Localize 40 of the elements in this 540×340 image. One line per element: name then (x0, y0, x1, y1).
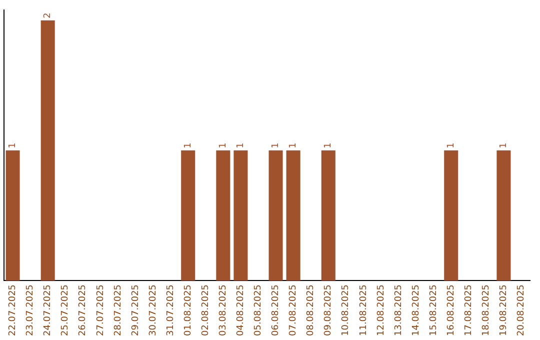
x-tick-label: 02.08.2025 (200, 284, 211, 336)
x-tick-label: 28.07.2025 (113, 284, 124, 336)
x-tick-label: 14.08.2025 (411, 284, 422, 336)
x-tick-label: 27.07.2025 (96, 284, 106, 336)
data-label: 1 (271, 142, 282, 148)
x-tick-label: 24.07.2025 (43, 284, 54, 336)
x-tick-label: 12.08.2025 (376, 284, 386, 336)
data-label: 1 (8, 142, 18, 148)
data-label: 1 (236, 142, 246, 148)
x-tick-label: 17.08.2025 (464, 284, 474, 336)
x-tick-label: 16.08.2025 (446, 284, 456, 336)
x-tick-label: 23.07.2025 (26, 284, 36, 336)
x-tick-label: 31.07.2025 (166, 284, 176, 336)
data-label: 1 (499, 142, 510, 148)
x-tick-label: 20.08.2025 (516, 284, 527, 336)
x-tick-label: 26.07.2025 (78, 284, 88, 336)
x-tick-label: 30.07.2025 (148, 284, 158, 336)
x-tick-label: 29.07.2025 (130, 284, 141, 336)
x-tick-label: 09.08.2025 (324, 284, 334, 336)
data-label: 1 (288, 142, 299, 148)
x-tick-label: 05.08.2025 (254, 284, 264, 336)
x-tick-label: 13.08.2025 (394, 284, 404, 336)
x-tick-label: 04.08.2025 (236, 284, 246, 336)
data-label: 2 (43, 12, 54, 18)
x-tick-label: 03.08.2025 (218, 284, 229, 336)
x-tick-label: 10.08.2025 (341, 284, 352, 336)
x-tick-label: 18.08.2025 (482, 284, 492, 336)
data-label: 1 (324, 142, 334, 148)
x-tick-label: 11.08.2025 (358, 284, 369, 336)
data-label: 1 (183, 142, 194, 148)
x-tick-label: 22.07.2025 (8, 284, 18, 336)
x-tick-label: 08.08.2025 (306, 284, 316, 336)
x-tick-label: 01.08.2025 (183, 284, 194, 336)
data-label: 1 (218, 142, 229, 148)
data-label: 1 (446, 142, 456, 148)
x-tick-label: 15.08.2025 (428, 284, 439, 336)
x-tick-label: 25.07.2025 (60, 284, 71, 336)
x-tick-label: 06.08.2025 (271, 284, 282, 336)
x-tick-label: 19.08.2025 (499, 284, 510, 336)
x-tick-label: 07.08.2025 (288, 284, 299, 336)
